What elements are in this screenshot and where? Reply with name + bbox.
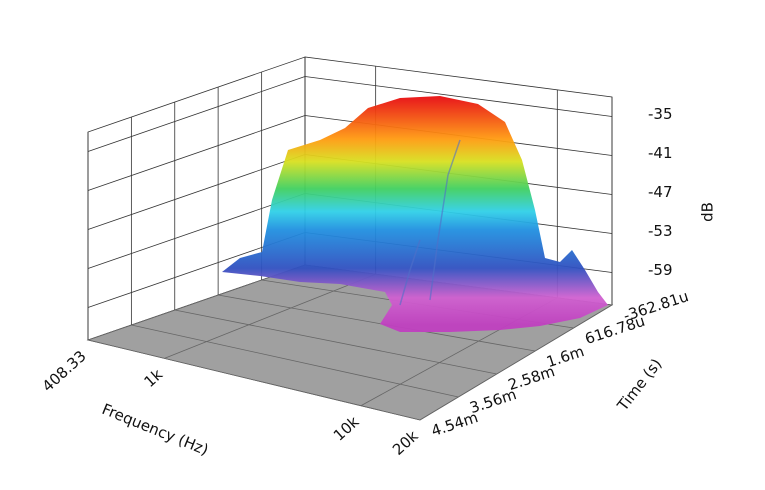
x-tick-label: 408.33	[39, 347, 90, 396]
grid-line	[87, 339, 421, 421]
grid-line	[174, 309, 497, 375]
z-tick-label: -59	[648, 261, 673, 279]
grid-line	[304, 76, 613, 117]
y-tick-label: 616.78u	[583, 312, 648, 348]
z-tick-label: -35	[648, 105, 673, 123]
surface-ridge	[399, 139, 461, 306]
grid-line	[87, 76, 306, 152]
grid-line	[87, 193, 306, 269]
x-tick-label: 20k	[389, 427, 422, 459]
grid-line	[131, 324, 459, 398]
surface	[222, 96, 608, 332]
x-tick-label: 10k	[330, 412, 363, 444]
y-tick-label: 4.54m	[429, 408, 480, 440]
z-tick-label: -47	[648, 183, 673, 201]
z-axis-title: dB	[699, 202, 717, 222]
x-tick-label: 1k	[141, 365, 167, 391]
z-tick-label: -53	[648, 222, 673, 240]
grid-line	[87, 154, 306, 230]
grid-line	[419, 304, 613, 421]
grid-line	[218, 294, 536, 352]
y-axis-title: Time (s)	[613, 355, 665, 415]
grid-line	[87, 264, 306, 341]
grid-line	[164, 273, 376, 359]
grid-line	[87, 115, 306, 191]
z-tick-label: -41	[648, 144, 673, 162]
x-axis-title: Frequency (Hz)	[99, 400, 211, 459]
